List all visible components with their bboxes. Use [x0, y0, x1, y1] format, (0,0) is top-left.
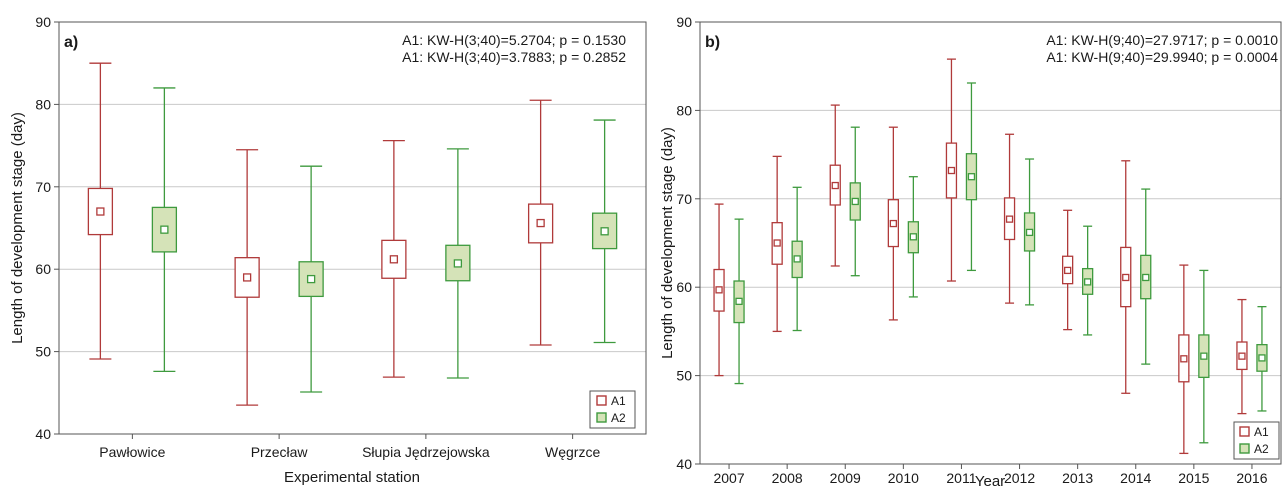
panel-b-a1-median-marker — [1180, 355, 1188, 363]
panel-b-a2-median-marker — [909, 233, 917, 241]
panel-a-a2-median-marker — [160, 225, 169, 234]
panel-b-a1-median-marker — [1064, 266, 1072, 275]
panel-a-ytick-label: 80 — [35, 96, 51, 112]
panel-b-a1-median-marker — [831, 181, 839, 190]
panel-b-ytick-label: 90 — [676, 14, 692, 30]
panel-a-legend-a1-label: A1 — [611, 394, 626, 408]
panel-b-xtick-label: 2014 — [1120, 470, 1151, 486]
panel-b-ytick-label: 60 — [676, 279, 692, 295]
panel-b-xtick-label: 2008 — [772, 470, 803, 486]
panel-a-grid — [59, 103, 646, 353]
panel-a-ytick-label: 60 — [35, 261, 51, 277]
panel-b-grid — [700, 109, 1281, 377]
panel-a-ytick-label: 90 — [35, 14, 51, 30]
panel-a-legend: A1 A2 — [589, 390, 636, 429]
panel-b-stat-1: A1: KW-H(9;40)=27.9717; p = 0.0010 — [1046, 32, 1278, 48]
panel-b-a2-median-marker — [1142, 273, 1150, 282]
panel-a-a2-median-marker — [306, 274, 316, 284]
panel-b-xticks: 2007 2008 2009 2010 2011 2012 2013 2014 2015 2016 — [713, 464, 1268, 486]
panel-b-a1-median-marker — [773, 239, 781, 247]
panel-a-yticks: 40 50 60 70 80 90 — [35, 14, 59, 442]
panel-b-xtick-label: 2009 — [830, 470, 861, 486]
panel-b-a2-median-marker — [851, 197, 859, 206]
panel-b-a2-median-marker — [1025, 228, 1034, 237]
panel-b: 40 50 60 70 80 90 2007 2008 2009 2010 2011 2012 201… — [659, 14, 1282, 488]
panel-a-stat-2: A1: KW-H(3;40)=3.7883; p = 0.2852 — [402, 49, 626, 65]
panel-b-a2-median-marker — [1200, 352, 1208, 360]
panel-a-a1-median-marker — [96, 207, 105, 216]
panel-b-legend-a2-label: A2 — [1254, 442, 1269, 456]
panel-b-ytick-label: 50 — [676, 368, 692, 384]
panel-b-ylabel: Length of development stage (day) — [659, 127, 676, 359]
panel-b-xtick-label: 2013 — [1062, 470, 1093, 486]
panel-b-ytick-label: 40 — [676, 456, 692, 472]
panel-b-xtick-label: 2011 — [946, 470, 976, 486]
panel-a-boxes — [87, 62, 618, 406]
panel-a-legend-a1-swatch — [596, 395, 607, 406]
panel-b-a1-median-marker — [889, 219, 897, 228]
panel-a-frame — [58, 21, 647, 435]
panel-b-boxes — [713, 58, 1268, 455]
panel-b-ytick-label: 80 — [676, 102, 692, 118]
panel-a-ylabel: Length of development stage (day) — [9, 112, 26, 344]
panel-a-xtick-label: Węgrzce — [545, 444, 600, 460]
panel-a-legend-a2-label: A2 — [611, 411, 626, 425]
panel-b-ytick-label: 70 — [676, 191, 692, 207]
panel-b-a2-median-marker — [793, 255, 801, 263]
panel-a-a1-median-marker — [389, 255, 399, 264]
panel-b-xlabel: Year — [975, 473, 1005, 488]
panel-b-xtick-label: 2015 — [1178, 470, 1209, 486]
panel-b-frame — [699, 21, 1282, 465]
panel-a-a1-median-marker — [242, 273, 252, 282]
panel-b-a2-median-marker — [1084, 278, 1092, 286]
panel-b-xtick-label: 2010 — [888, 470, 919, 486]
panel-a-legend-a2-swatch — [596, 412, 607, 423]
panel-a-ytick-label: 40 — [35, 426, 51, 442]
panel-a-stat-1: A1: KW-H(3;40)=5.2704; p = 0.1530 — [402, 32, 626, 48]
panel-b-xtick-label: 2007 — [713, 470, 744, 486]
panel-b-a1-median-marker — [715, 286, 723, 294]
panel-a-ytick-label: 70 — [35, 179, 51, 195]
panel-a-ytick-label: 50 — [35, 344, 51, 360]
panel-a-xlabel: Experimental station — [284, 469, 420, 486]
panel-b-a1-median-marker — [1005, 215, 1014, 223]
panel-a-a2-median-marker — [600, 227, 609, 236]
panel-a: 40 50 60 70 80 90 Pawłowice Przecław Słupia Jęd… — [9, 14, 647, 486]
panel-a-letter: a) — [64, 34, 78, 51]
panel-b-a2-median-marker — [1258, 354, 1266, 362]
panel-a-xtick-label: Przecław — [251, 444, 309, 460]
panel-b-legend-a1-swatch — [1239, 426, 1250, 437]
panel-a-xtick-label: Pawłowice — [99, 444, 165, 460]
panel-b-stat-2: A1: KW-H(9;40)=29.9940; p = 0.0004 — [1046, 49, 1278, 65]
panel-b-a1-median-marker — [1238, 352, 1246, 360]
panel-b-legend: A1 A2 — [1233, 421, 1280, 460]
panel-b-xtick-label: 2016 — [1236, 470, 1267, 486]
panel-b-a1-median-marker — [1122, 273, 1130, 282]
panel-b-yticks: 40 50 60 70 80 90 — [676, 14, 700, 472]
panel-b-legend-a1-label: A1 — [1254, 425, 1269, 439]
panel-a-xtick-label: Słupia Jędrzejowska — [362, 444, 490, 460]
panel-b-a1-median-marker — [947, 166, 956, 175]
panel-a-a2-median-marker — [453, 259, 463, 268]
panel-a-a1-median-marker — [536, 218, 545, 228]
panel-b-a2-median-marker — [967, 173, 976, 181]
panel-b-a2-median-marker — [735, 297, 743, 305]
panel-b-letter: b) — [705, 34, 720, 51]
panel-b-legend-a2-swatch — [1239, 443, 1250, 454]
panel-a-xticks: Pawłowice Przecław Słupia Jędrzejowska Węgr… — [99, 434, 600, 460]
panel-b-xtick-label: 2012 — [1004, 470, 1035, 486]
